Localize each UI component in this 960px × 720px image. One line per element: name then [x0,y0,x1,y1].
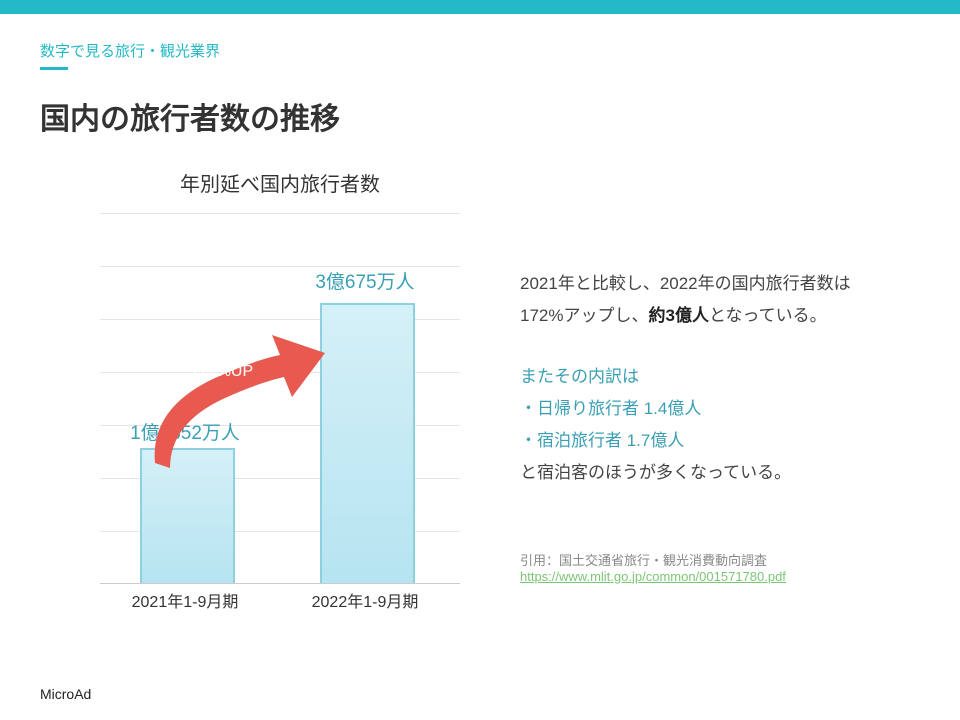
desc-text: 2021年と比較し、2022年の国内旅行者数は [520,274,851,293]
description-paragraph-2: またその内訳は ・日帰り旅行者 1.4億人 ・宿泊旅行者 1.7億人 と宿泊客の… [520,361,900,490]
desc-text: となっている。 [709,306,827,325]
bar-label-2022: 3億675万人 [265,267,465,294]
desc-text: ・宿泊旅行者 1.7億人 [520,431,684,450]
arrow-label: 172%UP [190,363,253,381]
page-title: 国内の旅行者数の推移 [40,94,920,138]
growth-arrow-icon [130,293,330,493]
top-accent-bar [0,0,960,14]
citation-link[interactable]: https://www.mlit.go.jp/common/001571780.… [520,569,786,584]
description-paragraph-1: 2021年と比較し、2022年の国内旅行者数は 172%アップし、約3億人となっ… [520,268,900,333]
chart-title: 年別延べ国内旅行者数 [80,168,480,197]
citation-prefix: 引用：国土交通省旅行・観光消費動向調査 [520,553,767,568]
header: 数字で見る旅行・観光業界 国内の旅行者数の推移 [0,14,960,138]
x-label-2022: 2022年1-9月期 [285,588,445,612]
bar-chart: 1億7852万人 3億675万人 2021年1-9月期 2022年1-9月期 1… [100,213,460,583]
eyebrow-underline [40,67,68,70]
grid-line [100,213,460,214]
desc-text: ・日帰り旅行者 1.4億人 [520,399,701,418]
x-label-2021: 2021年1-9月期 [105,588,265,612]
bar-2022 [320,303,415,583]
desc-bold: 約3億人 [648,306,708,325]
description-column: 2021年と比較し、2022年の国内旅行者数は 172%アップし、約3億人となっ… [480,168,900,584]
content-row: 年別延べ国内旅行者数 1億7852万人 3億675万人 2021年1-9月期 2… [0,138,960,584]
desc-text: 172%アップし、 [520,306,648,325]
eyebrow-text: 数字で見る旅行・観光業界 [40,40,920,61]
desc-text: と宿泊客のほうが多くなっている。 [520,463,791,482]
citation: 引用：国土交通省旅行・観光消費動向調査 https://www.mlit.go.… [520,550,900,584]
chart-column: 年別延べ国内旅行者数 1億7852万人 3億675万人 2021年1-9月期 2… [40,168,480,584]
grid-line [100,583,460,584]
footer-logo: MicroAd [40,686,91,702]
desc-text: またその内訳は [520,367,639,386]
